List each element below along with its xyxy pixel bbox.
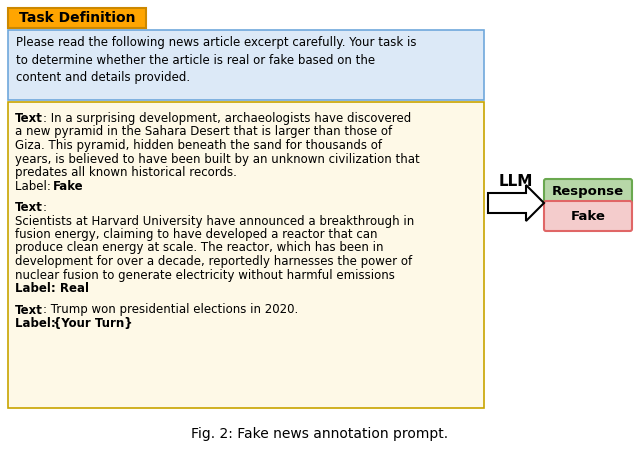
- FancyBboxPatch shape: [8, 102, 484, 408]
- Text: Text: Text: [15, 112, 43, 125]
- Text: {Your Turn}: {Your Turn}: [53, 317, 132, 330]
- Text: LLM: LLM: [499, 174, 533, 189]
- Text: Scientists at Harvard University have announced a breakthrough in: Scientists at Harvard University have an…: [15, 214, 414, 228]
- FancyBboxPatch shape: [544, 179, 632, 205]
- Text: Fig. 2: Fake news annotation prompt.: Fig. 2: Fake news annotation prompt.: [191, 427, 449, 441]
- Text: produce clean energy at scale. The reactor, which has been in: produce clean energy at scale. The react…: [15, 241, 383, 255]
- FancyBboxPatch shape: [544, 201, 632, 231]
- Polygon shape: [488, 185, 544, 221]
- Text: Giza. This pyramid, hidden beneath the sand for thousands of: Giza. This pyramid, hidden beneath the s…: [15, 139, 382, 152]
- Text: : Trump won presidential elections in 2020.: : Trump won presidential elections in 20…: [43, 304, 298, 316]
- Text: fusion energy, claiming to have developed a reactor that can: fusion energy, claiming to have develope…: [15, 228, 378, 241]
- Text: Text: Text: [15, 304, 43, 316]
- Text: development for over a decade, reportedly harnesses the power of: development for over a decade, reportedl…: [15, 255, 412, 268]
- Text: predates all known historical records.: predates all known historical records.: [15, 166, 237, 179]
- Text: Fake: Fake: [53, 180, 84, 192]
- Text: Label: Real: Label: Real: [15, 282, 89, 295]
- Text: Text: Text: [15, 201, 43, 214]
- FancyBboxPatch shape: [8, 30, 484, 100]
- Text: Please read the following news article excerpt carefully. Your task is
to determ: Please read the following news article e…: [16, 36, 417, 84]
- Text: Label:: Label:: [15, 317, 60, 330]
- Text: Task Definition: Task Definition: [19, 11, 135, 25]
- Text: a new pyramid in the Sahara Desert that is larger than those of: a new pyramid in the Sahara Desert that …: [15, 125, 392, 138]
- Text: years, is believed to have been built by an unknown civilization that: years, is believed to have been built by…: [15, 153, 420, 165]
- Text: Response: Response: [552, 185, 624, 198]
- FancyBboxPatch shape: [8, 8, 146, 28]
- Text: nuclear fusion to generate electricity without harmful emissions: nuclear fusion to generate electricity w…: [15, 268, 395, 282]
- Text: : In a surprising development, archaeologists have discovered: : In a surprising development, archaeolo…: [43, 112, 412, 125]
- Text: Fake: Fake: [571, 209, 605, 223]
- Text: Label:: Label:: [15, 180, 54, 192]
- Text: :: :: [43, 201, 47, 214]
